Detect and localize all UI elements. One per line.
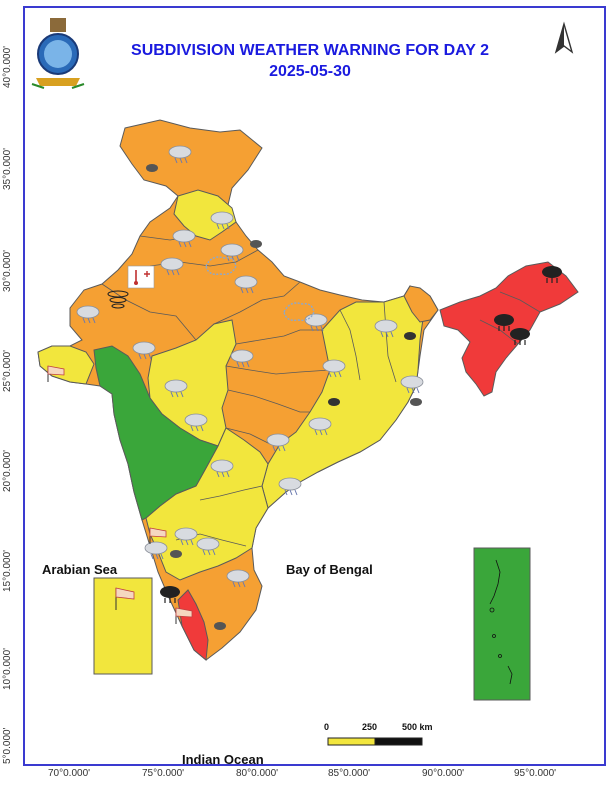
thunderstorm-icon [144,541,168,560]
gusty-wind-icon [175,607,193,624]
map-date: 2025-05-30 [269,63,351,80]
thunderstorm-icon [164,379,188,398]
dust-storm-swirl-icon [107,290,129,309]
thunderstorm-icon [160,257,184,276]
thunderstorm-icon [304,313,328,332]
thunderstorm-icon [226,569,250,588]
gusty-wind-icon-group [47,365,193,624]
andaman-islands [489,559,513,685]
heavy-rain-icon-group [146,164,562,630]
north-arrow-icon [554,21,574,54]
thunderstorm-icon [308,417,332,436]
lon-label-95: 95°0.000' [514,768,557,779]
map-title: SUBDIVISION WEATHER WARNING FOR DAY 2 [131,42,489,59]
thunderstorm-icon [266,433,290,452]
zone-green-west-coast [93,345,219,521]
thunderstorm-icon [374,319,398,338]
arabian-sea-label: Arabian Sea [42,562,118,577]
zone-orange-sikkim [403,285,439,323]
indian-ocean-label: Indian Ocean [182,752,264,767]
thunderstorm-icon [210,459,234,478]
thunderstorm-icon [196,537,220,556]
heatwave-icon [127,265,155,289]
heavy-rain-icon [404,332,416,340]
emblem-icon [31,18,85,89]
heavy-rain-icon [328,398,340,406]
subdivision-boundaries [101,235,541,547]
heavy-rain-icon [214,622,226,630]
zone-red-kerala [177,589,209,661]
thunderstorm-icon [322,359,346,378]
thunderstorm-icon [230,349,254,368]
andaman-nicobar-box [473,547,531,701]
dust-storm-icon [283,302,315,322]
zone-yellow-north [173,189,237,241]
thunderstorm-icon [184,413,208,432]
dust-storm-icon-group [205,256,315,322]
gusty-wind-icon [47,365,65,382]
scale-tick-500: 500 km [402,722,433,732]
scale-tick-250: 250 [362,722,378,732]
heavy-rain-icon [146,164,158,172]
gusty-wind-icon [149,527,167,544]
thunderstorm-icon [174,527,198,546]
thunderstorm-icon-group [76,145,424,588]
thunderstorm-icon [234,275,258,294]
thunderstorm-icon [76,305,100,324]
lon-label-90: 90°0.000' [422,768,465,779]
thunderstorm-icon [210,211,234,230]
dust-storm-icon [205,256,237,276]
thunderstorm-icon [168,145,192,164]
scale-bar [327,737,423,746]
lon-label-85: 85°0.000' [328,768,371,779]
scale-tick-0: 0 [324,722,330,732]
thunderstorm-icon [278,477,302,496]
thunderstorm-icon [132,341,156,360]
heavy-rain-icon [494,314,514,331]
zone-yellow-west [37,345,95,385]
thunderstorm-icon [220,243,244,262]
heavy-rain-icon [510,328,530,345]
gusty-wind-icon [115,587,135,610]
lon-label-70: 70°0.000' [48,768,91,779]
thunderstorm-icon [400,375,424,394]
india-mainland [37,119,439,661]
lon-label-80: 80°0.000' [236,768,279,779]
bay-of-bengal-label: Bay of Bengal [286,562,373,577]
heavy-rain-icon [250,240,262,248]
thunderstorm-icon [172,229,196,248]
heavy-rain-icon [170,550,182,558]
heavy-rain-icon [160,586,180,603]
heavy-rain-icon [542,266,562,283]
map-frame [23,6,606,766]
lon-label-75: 75°0.000' [142,768,185,779]
heavy-rain-icon [410,398,422,406]
